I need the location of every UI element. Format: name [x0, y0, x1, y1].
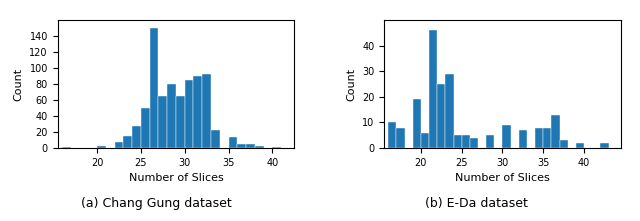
Bar	[158, 96, 167, 148]
Text: (a) Chang Gung dataset: (a) Chang Gung dataset	[81, 197, 232, 210]
Bar	[115, 142, 124, 148]
Bar	[421, 133, 429, 148]
Bar	[150, 28, 158, 148]
Bar	[576, 143, 584, 148]
Bar	[396, 128, 404, 148]
Y-axis label: Count: Count	[14, 67, 24, 101]
Bar	[193, 76, 202, 148]
Bar	[461, 135, 470, 148]
Bar	[124, 136, 132, 148]
Y-axis label: Count: Count	[346, 67, 356, 101]
Bar	[519, 130, 527, 148]
Bar	[97, 147, 106, 148]
Bar	[202, 74, 211, 148]
Bar	[185, 80, 193, 148]
Bar	[437, 84, 445, 148]
Bar	[454, 135, 461, 148]
Bar	[470, 138, 478, 148]
Bar	[237, 144, 246, 148]
Bar	[429, 30, 437, 148]
Bar	[211, 130, 220, 148]
Bar	[535, 128, 543, 148]
Bar	[559, 140, 568, 148]
Bar	[176, 96, 185, 148]
X-axis label: Number of Slices: Number of Slices	[455, 173, 550, 183]
Bar	[167, 84, 176, 148]
Text: (b) E-Da dataset: (b) E-Da dataset	[426, 197, 528, 210]
Bar	[141, 108, 150, 148]
Bar	[486, 135, 494, 148]
Bar	[388, 122, 396, 148]
Bar	[62, 147, 71, 148]
Bar	[502, 125, 511, 148]
Bar	[246, 144, 255, 148]
Bar	[543, 128, 552, 148]
Bar	[255, 147, 264, 148]
Bar	[413, 99, 421, 148]
Bar	[273, 147, 281, 148]
Bar	[228, 137, 237, 148]
Bar	[600, 143, 609, 148]
X-axis label: Number of Slices: Number of Slices	[129, 173, 223, 183]
Bar	[552, 115, 559, 148]
Bar	[445, 74, 454, 148]
Bar	[132, 126, 141, 148]
